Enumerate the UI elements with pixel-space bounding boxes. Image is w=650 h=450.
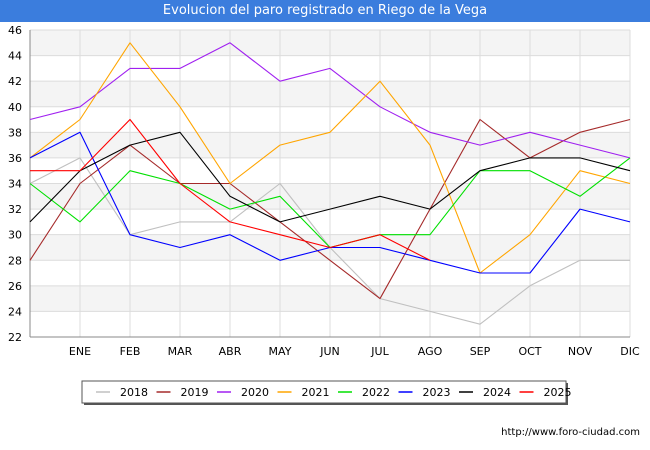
- y-tick-label: 28: [8, 254, 22, 267]
- x-tick-label: AGO: [418, 345, 443, 358]
- x-tick-label: FEB: [120, 345, 141, 358]
- y-tick-label: 44: [8, 50, 22, 63]
- legend-label-2018: 2018: [120, 386, 148, 399]
- y-tick-label: 30: [8, 229, 22, 242]
- title-bar: [0, 0, 650, 22]
- series-line-2025: [30, 118, 431, 261]
- series-line-2024: [29, 131, 631, 223]
- legend-label-2020: 2020: [241, 386, 269, 399]
- y-tick-label: 42: [8, 75, 22, 88]
- series-line-2020: [29, 42, 631, 159]
- x-tick-label: MAY: [269, 345, 292, 358]
- x-tick-label: JUN: [319, 345, 340, 358]
- legend-label-2021: 2021: [302, 386, 330, 399]
- x-tick-label: ABR: [219, 345, 242, 358]
- y-tick-label: 40: [8, 101, 22, 114]
- y-tick-label: 24: [8, 305, 22, 318]
- source-url: http://www.foro-ciudad.com: [501, 427, 640, 438]
- x-tick-label: OCT: [518, 345, 541, 358]
- x-tick-label: NOV: [568, 345, 593, 358]
- x-tick-label: SEP: [470, 345, 491, 358]
- y-tick-label: 38: [8, 126, 22, 139]
- legend-label-2022: 2022: [362, 386, 390, 399]
- legend-label-2024: 2024: [483, 386, 511, 399]
- x-tick-label: MAR: [168, 345, 193, 358]
- y-tick-label: 32: [8, 203, 22, 216]
- legend: [81, 380, 567, 404]
- legend-label-2019: 2019: [181, 386, 209, 399]
- x-tick-label: DIC: [620, 345, 640, 358]
- y-tick-label: 46: [8, 24, 22, 37]
- chart-title: Evolucion del paro registrado en Riego d…: [162, 3, 488, 18]
- y-tick-label: 34: [8, 178, 22, 191]
- x-tick-label: JUL: [370, 345, 389, 358]
- legend-label-2023: 2023: [423, 386, 451, 399]
- legend-label-2025: 2025: [544, 386, 572, 399]
- x-tick-label: ENE: [69, 345, 91, 358]
- y-tick-label: 26: [8, 280, 22, 293]
- y-tick-label: 22: [8, 331, 22, 344]
- y-tick-label: 36: [8, 152, 22, 165]
- series-line-2021: [29, 42, 631, 274]
